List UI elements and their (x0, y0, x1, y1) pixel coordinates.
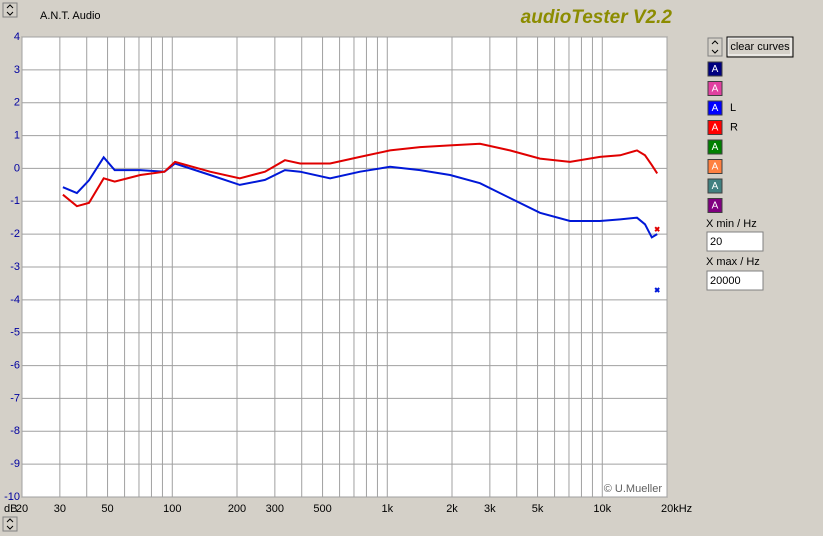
channel-glyph: A (712, 84, 719, 95)
channel-glyph: A (712, 64, 719, 75)
channel-box (707, 198, 723, 213)
channel-glyph: A (712, 181, 719, 192)
channel-toggle[interactable]: A (707, 81, 723, 96)
y-tick-label: -3 (10, 261, 20, 273)
spinner[interactable] (707, 37, 723, 57)
y-tick-label: -4 (10, 294, 20, 306)
y-tick-label: -9 (10, 458, 20, 470)
x-tick-label: 20 (16, 503, 28, 515)
channel-toggle[interactable]: A (707, 198, 723, 213)
xmin-label: X min / Hz (706, 218, 757, 230)
channel-box (707, 81, 723, 96)
y-tick-label: -7 (10, 392, 20, 404)
xmin-input[interactable] (706, 231, 764, 252)
y-tick-label: -5 (10, 327, 20, 339)
channel-name: R (730, 121, 738, 133)
xmin-value: 20 (710, 236, 722, 248)
y-tick-label: 3 (14, 64, 20, 76)
app-title: audioTester V2.2 (521, 7, 673, 28)
channel-glyph: A (712, 123, 719, 134)
channel-box (707, 61, 723, 77)
y-tick-label: -10 (4, 491, 20, 503)
xmax-label: X max / Hz (706, 256, 760, 268)
cursor-marker (654, 287, 660, 293)
channel-box (707, 100, 723, 116)
x-tick-label: 2k (446, 503, 458, 515)
clear-curves-button[interactable]: clear curves (726, 36, 794, 58)
channel-glyph: A (712, 142, 719, 153)
x-tick-label: 500 (313, 503, 331, 515)
channel-toggle[interactable]: A (707, 178, 723, 194)
spinner[interactable] (2, 516, 18, 532)
channel-glyph: A (712, 201, 719, 212)
y-tick-label: -2 (10, 228, 20, 240)
channel-box (707, 120, 723, 135)
x-tick-label: 200 (228, 503, 246, 515)
y-tick-label: -6 (10, 359, 20, 371)
x-tick-label: 30 (54, 503, 66, 515)
y-tick-label: 2 (14, 97, 20, 109)
y-tick-label: -1 (10, 195, 20, 207)
channel-toggle[interactable]: A (707, 139, 723, 155)
x-tick-label: 10k (593, 503, 611, 515)
y-tick-label: -8 (10, 425, 20, 437)
channel-glyph: A (712, 103, 719, 114)
x-tick-label: 300 (266, 503, 284, 515)
channel-box (707, 139, 723, 155)
button-label: clear curves (730, 41, 790, 53)
xmax-input[interactable] (706, 270, 764, 291)
channel-toggle[interactable]: A (707, 159, 723, 174)
data-line (62, 155, 658, 239)
data-line (62, 142, 659, 208)
y-tick-label: 1 (14, 129, 20, 141)
vendor: A.N.T. Audio (40, 10, 101, 22)
xmax-value: 20000 (710, 275, 741, 287)
channel-glyph: A (712, 162, 719, 173)
channel-box (707, 159, 723, 174)
channel-toggle[interactable]: A (707, 61, 723, 77)
spinner[interactable] (2, 2, 18, 18)
x-tick-label: 5k (532, 503, 544, 515)
x-tick-label: 3k (484, 503, 496, 515)
cursor-marker (654, 226, 660, 232)
channel-name: L (730, 102, 736, 114)
x-tick-label: 20kHz (661, 503, 692, 515)
credit: © U.Mueller (604, 483, 663, 495)
x-tick-label: 1k (381, 503, 393, 515)
y-tick-label: 0 (14, 162, 20, 174)
x-tick-label: 50 (101, 503, 113, 515)
channel-box (707, 178, 723, 194)
x-tick-label: 100 (163, 503, 181, 515)
y-tick-label: 4 (14, 31, 20, 43)
y-unit: dB (4, 503, 17, 515)
